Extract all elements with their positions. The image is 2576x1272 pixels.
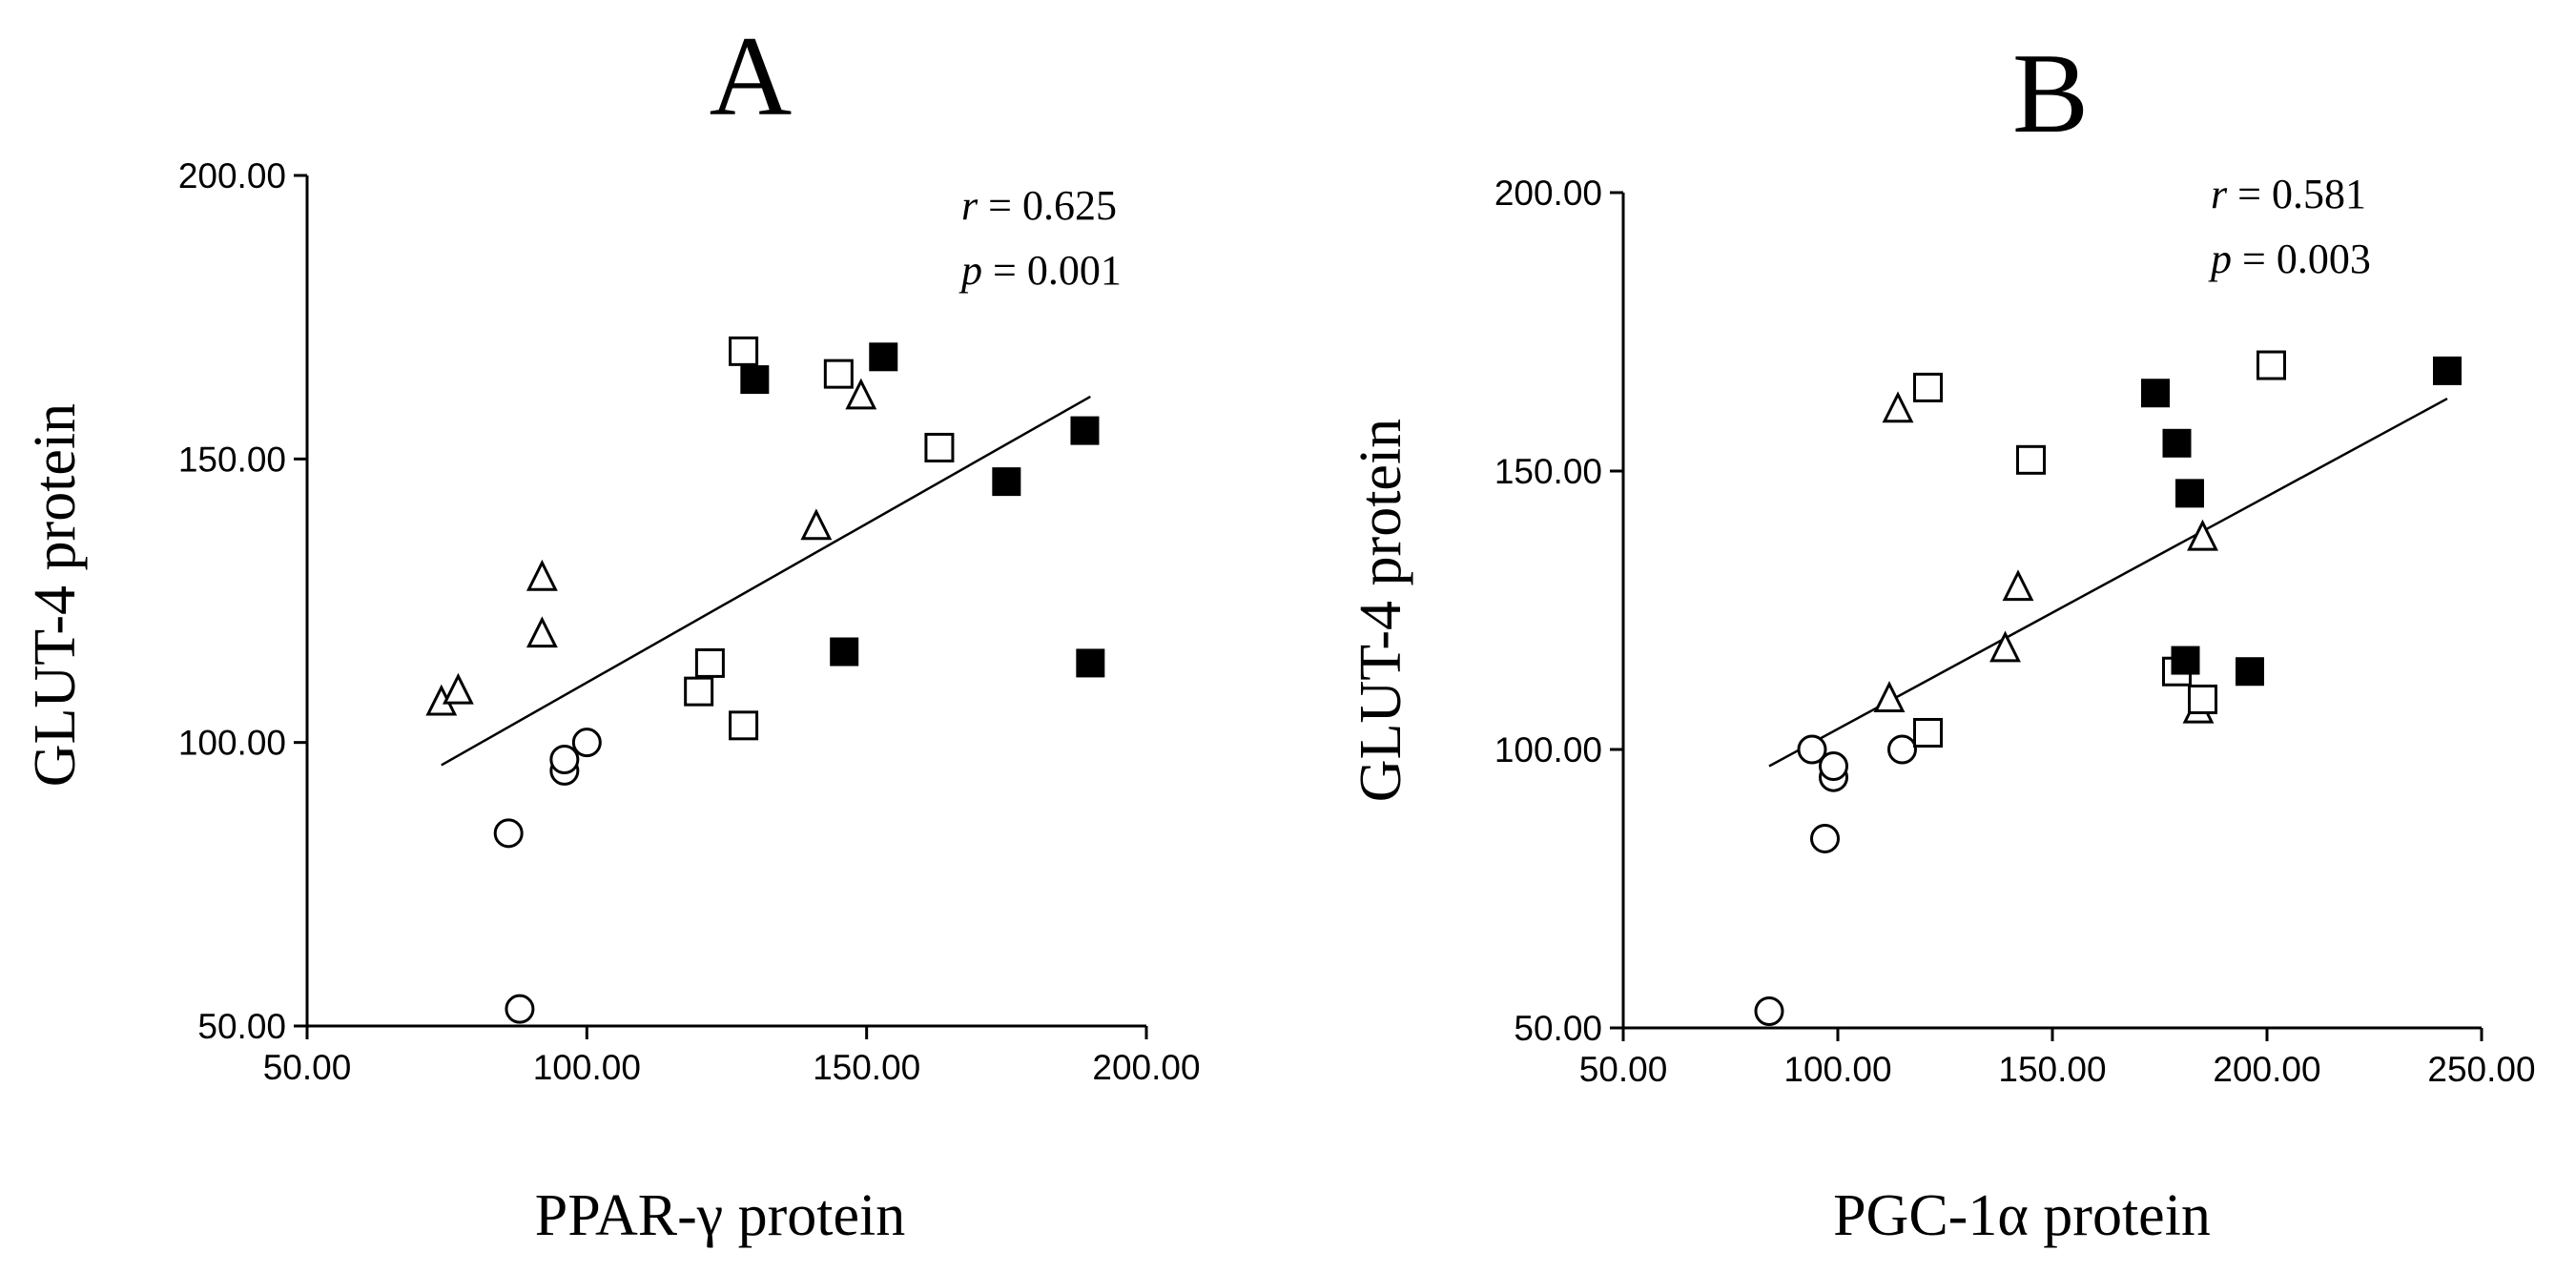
panel-b-y-tick-label: 100.00 — [1494, 730, 1602, 769]
panel-a-r-value: = 0.625 — [978, 182, 1117, 229]
panel-b-x-tick-label: 100.00 — [1783, 1050, 1891, 1089]
panel-b-x-tick-label: 250.00 — [2427, 1050, 2535, 1089]
panel-b-point-triangle — [1873, 681, 1906, 712]
panel-b-point-circle — [1810, 823, 1840, 853]
panel-a-r-symbol: r — [961, 182, 979, 229]
panel-b-point-open-square — [1913, 372, 1943, 402]
panel-a-point-circle — [505, 994, 535, 1024]
panel-b-letter: B — [2012, 30, 2089, 156]
panel-a-r-stat: r = 0.625 — [961, 182, 1117, 229]
panel-b-point-circle — [1887, 734, 1917, 765]
panel-b-stats: r = 0.581 p = 0.003 — [2208, 171, 2371, 282]
panel-a-point-triangle — [442, 672, 474, 705]
panel-b-point-open-square — [2016, 444, 2046, 475]
panel-b-x-tick-label: 200.00 — [2213, 1050, 2320, 1089]
panel-b-point-open-square — [2257, 350, 2286, 380]
panel-a-y-tick-label: 150.00 — [178, 440, 286, 479]
panel-a-point-filled-square — [869, 342, 898, 372]
panel-b: B r = 0.581 p = 0.003 PGC-1α protein GLU… — [1349, 30, 2536, 1248]
panel-b-point-filled-square — [2141, 379, 2170, 408]
panel-a-x-tick-label: 200.00 — [1092, 1048, 1200, 1087]
panel-a-point-triangle — [800, 508, 833, 541]
panel-b-point-circle — [1819, 751, 1848, 782]
panel-a-point-open-square — [924, 432, 955, 462]
panel-a-point-circle — [571, 728, 602, 758]
panel-a-point-filled-square — [740, 365, 770, 395]
panel-b-r-symbol: r — [2211, 171, 2228, 217]
panel-a-y-tick-label: 100.00 — [178, 724, 286, 763]
panel-a-point-open-square — [823, 359, 854, 389]
panel-b-point-filled-square — [2433, 356, 2462, 385]
panel-b-y-tick-label: 150.00 — [1494, 452, 1602, 491]
panel-b-fit-line — [1768, 397, 2448, 768]
panel-a-point-open-square — [729, 336, 759, 366]
panel-a-p-stat: p = 0.001 — [958, 247, 1122, 294]
panel-a-point-filled-square — [1070, 416, 1100, 445]
panel-b-r-stat: r = 0.581 — [2211, 171, 2366, 217]
panel-a-letter: A — [710, 12, 793, 139]
panel-b-point-open-square — [2188, 684, 2217, 714]
panel-a-point-triangle — [526, 616, 558, 648]
panel-b-point-triangle — [2002, 569, 2034, 602]
panel-b-y-axis-title: GLUT-4 protein — [1349, 419, 1413, 802]
panel-a-fit-line — [441, 395, 1091, 767]
panel-b-p-symbol: p — [2208, 236, 2232, 282]
panel-a-point-triangle — [526, 559, 558, 591]
panel-b-x-tick-label: 50.00 — [1579, 1050, 1668, 1089]
panel-a-p-symbol: p — [958, 247, 982, 294]
panel-a: A r = 0.625 p = 0.001 PPAR-γ protein GLU… — [23, 12, 1201, 1248]
panel-a-stats: r = 0.625 p = 0.001 — [958, 182, 1122, 294]
panel-b-point-open-square — [1913, 717, 1943, 748]
panel-a-y-axis-title: GLUT-4 protein — [23, 403, 88, 787]
panel-a-point-filled-square — [830, 637, 859, 667]
panel-b-x-axis-title: PGC-1α protein — [1833, 1183, 2211, 1248]
panel-b-y-tick-label: 200.00 — [1494, 174, 1602, 213]
panel-a-x-tick-label: 50.00 — [263, 1048, 352, 1087]
panel-a-x-tick-label: 150.00 — [813, 1048, 920, 1087]
panel-a-x-tick-label: 100.00 — [533, 1048, 641, 1087]
panel-b-point-circle — [1754, 995, 1784, 1026]
panel-a-point-open-square — [729, 710, 759, 741]
panel-a-y-tick-label: 50.00 — [197, 1007, 286, 1046]
panel-b-point-triangle — [1989, 630, 2021, 663]
panel-a-point-filled-square — [992, 467, 1021, 497]
panel-b-point-filled-square — [2171, 646, 2200, 675]
panel-b-point-filled-square — [2162, 428, 2192, 458]
panel-b-point-filled-square — [2236, 657, 2264, 687]
panel-a-point-open-square — [684, 676, 714, 707]
panel-b-point-filled-square — [2175, 479, 2204, 508]
panel-b-point-triangle — [1882, 391, 1914, 423]
panel-a-x-axis-title: PPAR-γ protein — [535, 1183, 906, 1248]
panel-a-point-circle — [549, 745, 580, 775]
panel-a-point-circle — [493, 818, 524, 849]
panel-a-point-triangle — [845, 378, 877, 410]
panel-b-point-circle — [1797, 734, 1827, 765]
panel-a-point-open-square — [694, 647, 725, 678]
panel-a-y-tick-label: 200.00 — [178, 156, 286, 195]
panel-a-point-filled-square — [1076, 648, 1105, 678]
panel-b-p-stat: p = 0.003 — [2208, 236, 2371, 282]
panel-a-p-value: = 0.001 — [982, 247, 1122, 294]
panel-b-r-value: = 0.581 — [2227, 171, 2366, 217]
panel-b-p-value: = 0.003 — [2232, 236, 2371, 282]
panel-b-y-tick-label: 50.00 — [1514, 1009, 1602, 1048]
panel-b-x-tick-label: 150.00 — [1998, 1050, 2106, 1089]
panel-b-point-triangle — [2187, 519, 2218, 551]
